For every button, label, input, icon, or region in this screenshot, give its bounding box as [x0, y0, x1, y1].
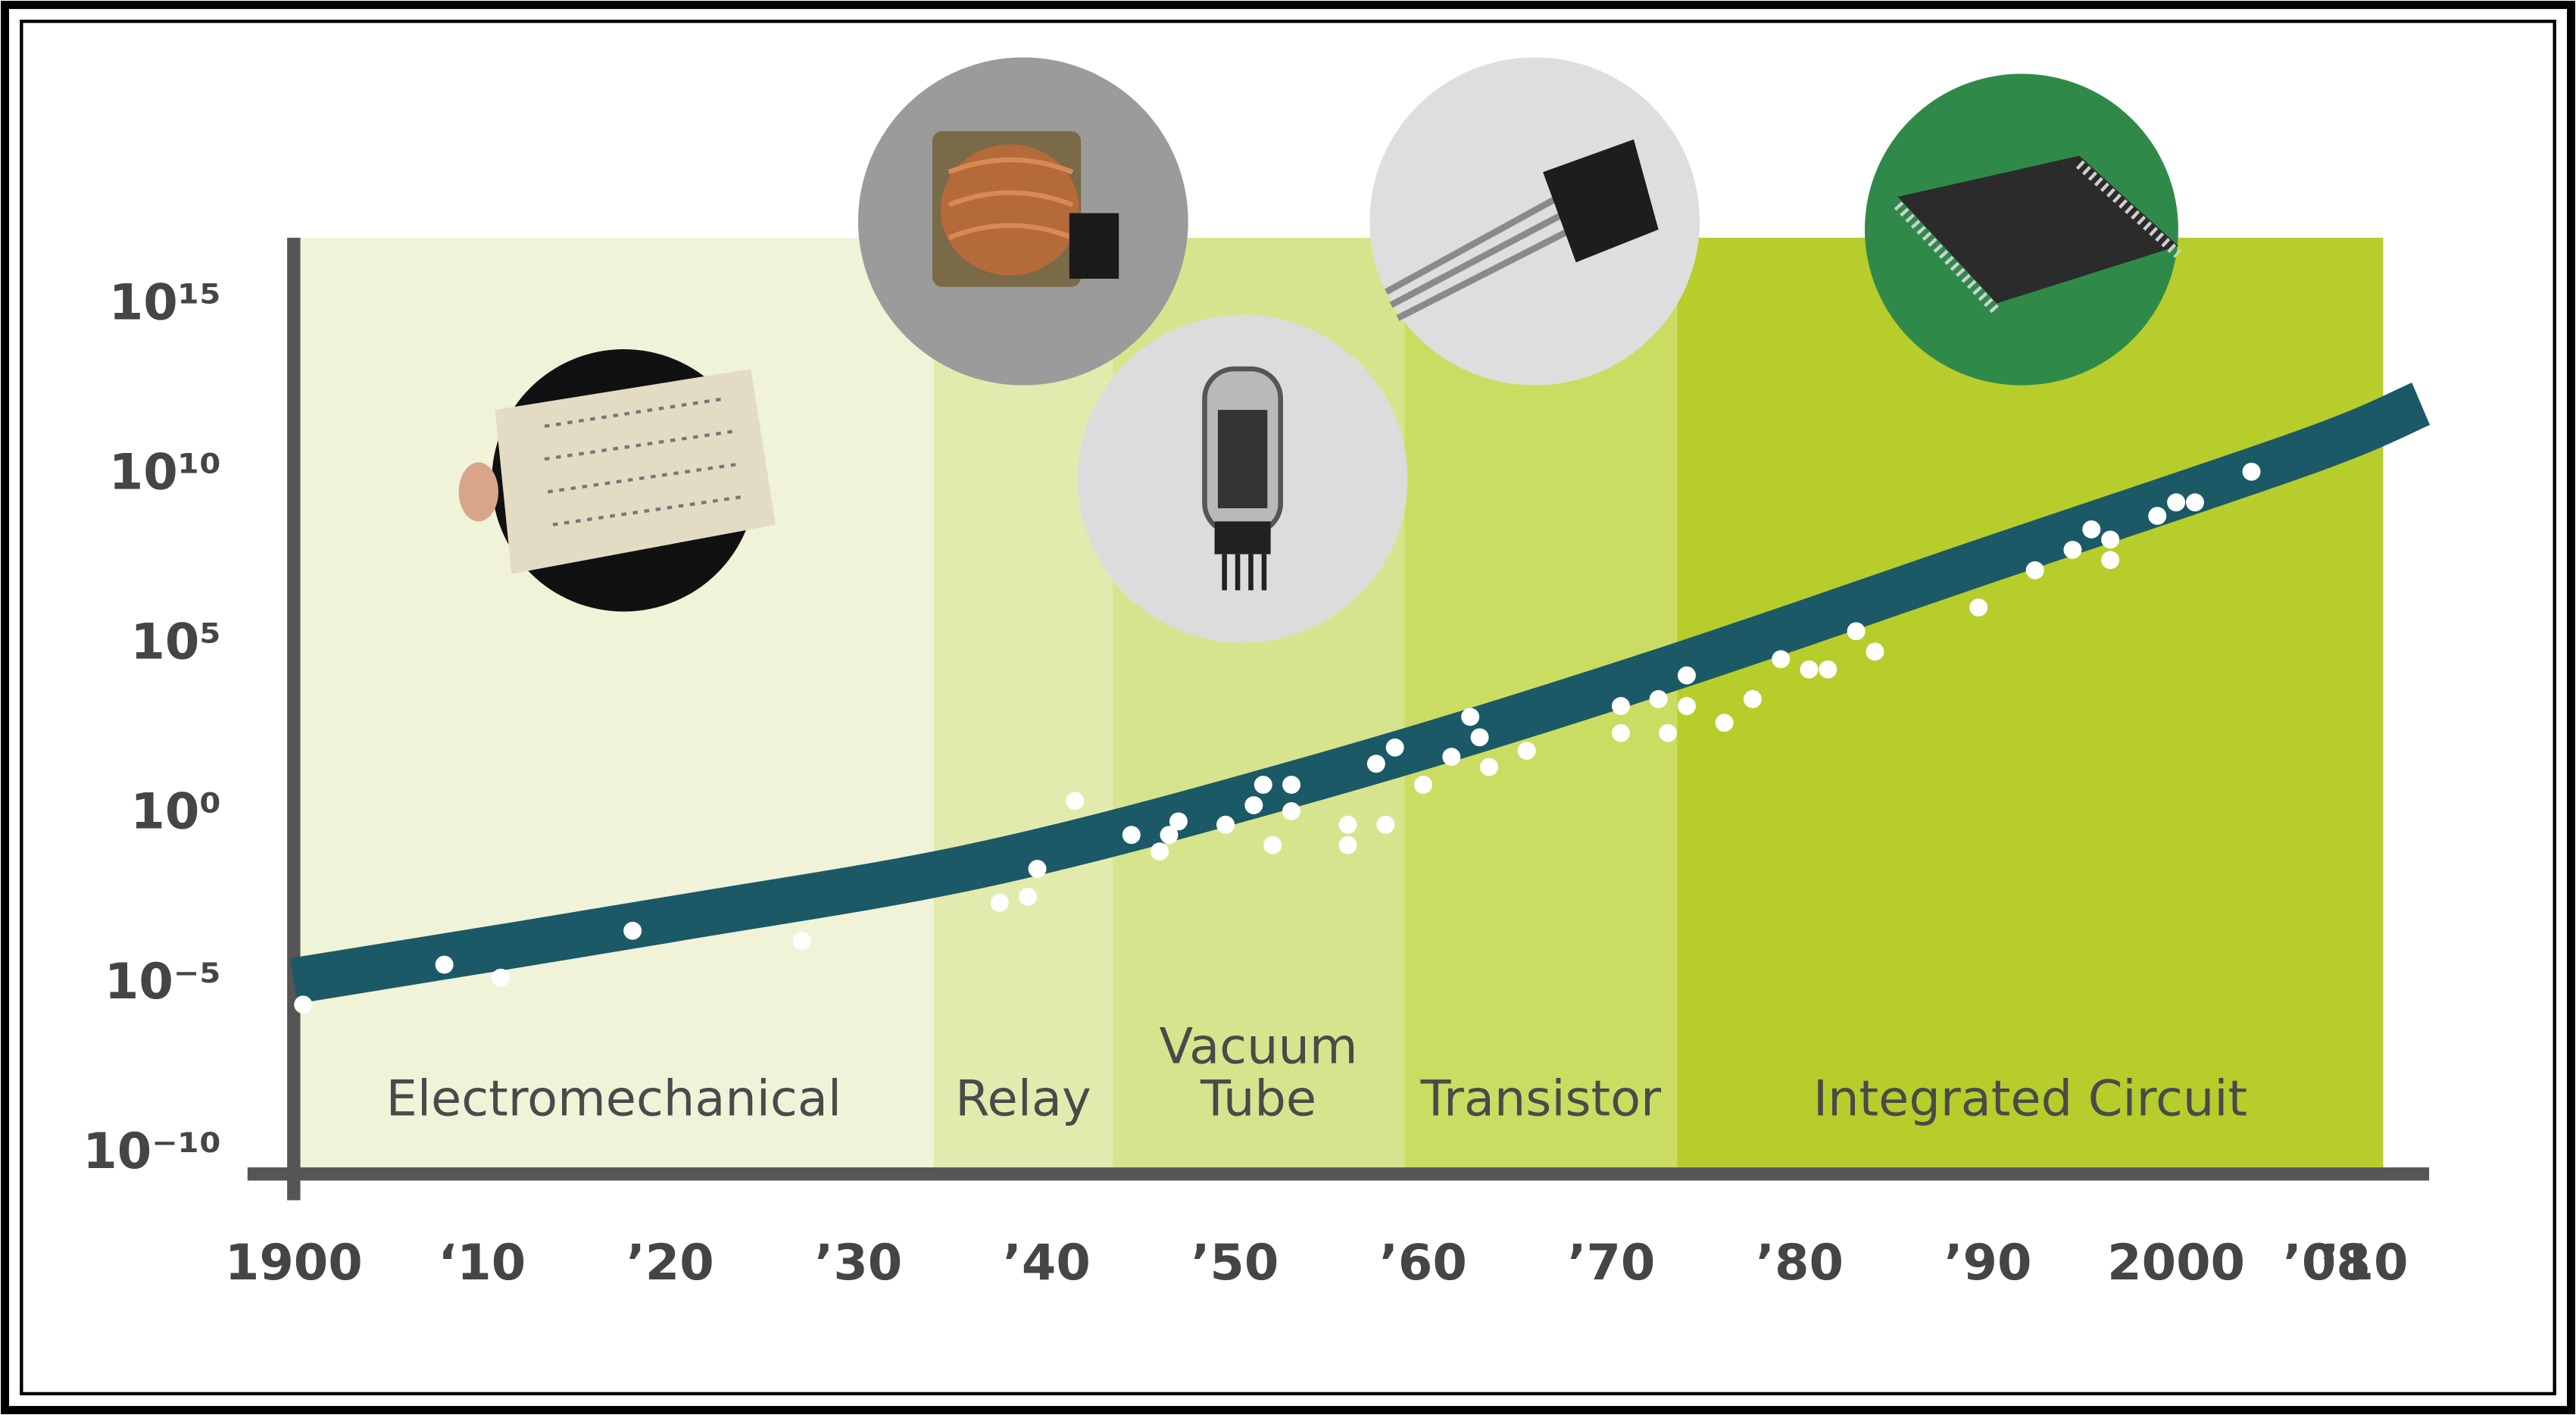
inner-frame [20, 19, 2556, 1396]
x-tick-label: ’40 [1003, 1235, 1091, 1292]
data-point [1366, 754, 1385, 773]
data-point [1819, 660, 1838, 679]
era-label: Integrated Circuit [1813, 1071, 2247, 1128]
data-point [1969, 598, 1988, 617]
data-point [1677, 697, 1696, 715]
data-point [1442, 748, 1461, 766]
chip-photo [1864, 73, 2182, 386]
x-tick-label: ’08 [2283, 1235, 2371, 1292]
data-point [623, 921, 642, 940]
data-point [1244, 796, 1263, 814]
data-point [2167, 493, 2186, 512]
data-point [1254, 776, 1272, 794]
x-tick-label: ’70 [1568, 1235, 1656, 1292]
data-point [1677, 666, 1696, 685]
era-band [933, 237, 1113, 1168]
data-point [1715, 714, 1734, 732]
data-point [1847, 622, 1866, 641]
era-label: Electromechanical [386, 1071, 841, 1128]
x-tick-label: ’20 [626, 1235, 714, 1292]
data-point [492, 968, 511, 987]
data-point [1376, 815, 1395, 834]
photos [458, 57, 2182, 643]
transistor-photo [1369, 57, 1700, 386]
data-point [1160, 826, 1179, 845]
data-point [1338, 815, 1357, 834]
y-tick-label: 10¹⁰ [109, 445, 221, 501]
data-point [2082, 520, 2101, 539]
data-point [792, 932, 811, 951]
y-tick-label: 10⁰ [130, 784, 221, 841]
data-point [1611, 723, 1630, 742]
data-point [294, 995, 313, 1014]
era-label: Vacuum [1160, 1019, 1358, 1076]
data-point [1169, 812, 1188, 831]
data-point [1019, 888, 1038, 906]
data-point [2101, 530, 2120, 549]
era-band [1677, 237, 2384, 1168]
data-point [1066, 792, 1085, 811]
data-point [1385, 738, 1404, 757]
era-label: Relay [955, 1071, 1091, 1128]
x-tick-label: ’10 [2321, 1235, 2409, 1292]
data-point [1338, 836, 1357, 854]
era-label: Tube [1200, 1071, 1316, 1128]
data-point [1414, 776, 1432, 794]
data-point [1282, 801, 1301, 820]
y-tick-label: 10⁵ [130, 614, 221, 671]
x-tick-label: ’80 [1756, 1235, 1844, 1292]
data-point [2101, 551, 2120, 570]
relay-photo [857, 57, 1188, 386]
data-point [1800, 660, 1819, 679]
data-point [1470, 728, 1489, 747]
x-tick-label: ’60 [1379, 1235, 1467, 1292]
data-point [1263, 836, 1282, 854]
data-point [1517, 742, 1536, 761]
data-point [2185, 493, 2204, 512]
data-point [1151, 842, 1169, 861]
vacuum-tube-photo [1077, 314, 1408, 643]
y-tick-label: 10⁻¹⁰ [83, 1123, 221, 1180]
x-tick-label: 2000 [2107, 1235, 2245, 1292]
data-point [1216, 815, 1235, 834]
x-tick-label: ‘10 [438, 1235, 526, 1292]
data-point [2025, 561, 2044, 579]
data-point [1479, 757, 1498, 776]
y-tick-label: 10⁻⁵ [105, 954, 221, 1010]
data-point [2242, 462, 2261, 481]
data-point [1282, 776, 1301, 794]
data-point [1866, 642, 1884, 661]
data-point [1743, 690, 1762, 708]
data-point [2063, 540, 2082, 559]
data-point [1028, 860, 1047, 878]
data-point [1461, 708, 1480, 726]
x-tick-label: ’50 [1191, 1235, 1279, 1292]
data-point [435, 955, 454, 974]
data-point [1122, 826, 1141, 845]
data-point [1659, 723, 1678, 742]
data-point [1649, 690, 1668, 708]
punch-card-photo [458, 349, 776, 612]
data-point [1772, 650, 1791, 669]
x-tick-label: ’30 [815, 1235, 903, 1292]
data-point [990, 893, 1009, 912]
x-tick-label: 1900 [225, 1235, 363, 1292]
data-point [2148, 507, 2167, 525]
y-tick-label: 10¹⁵ [109, 275, 221, 332]
x-tick-label: ’90 [1944, 1235, 2032, 1292]
data-point [1611, 697, 1630, 715]
era-label: Transistor [1420, 1071, 1662, 1128]
